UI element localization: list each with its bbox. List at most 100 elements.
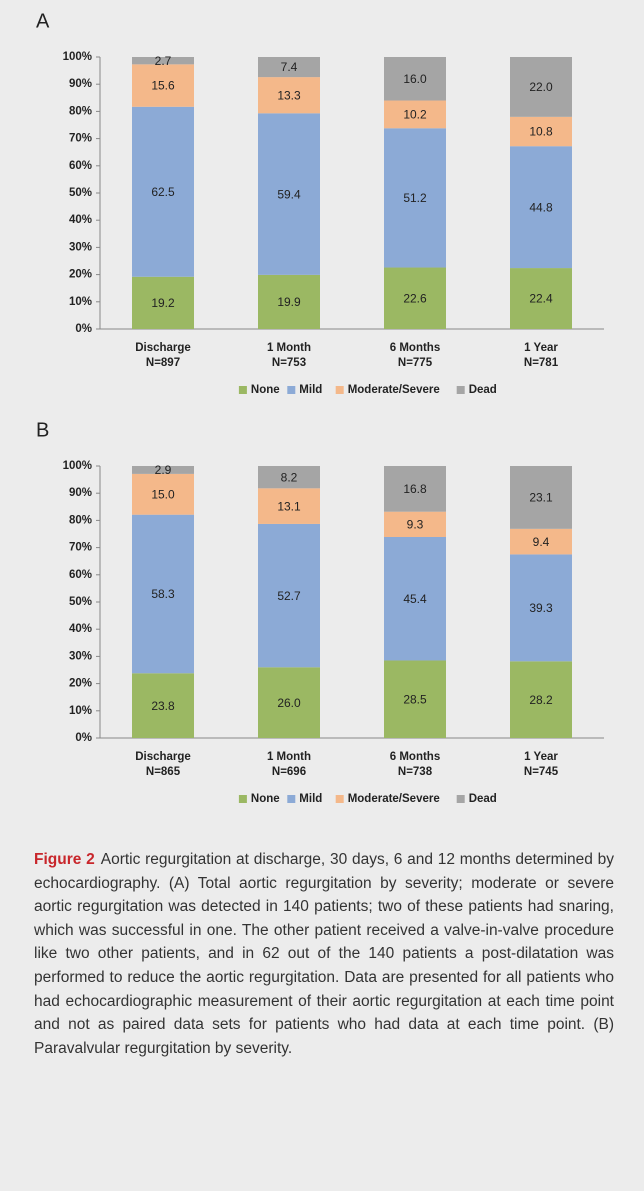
x-tick-label: N=775 [398, 357, 433, 369]
bar-segment [384, 466, 446, 512]
data-label: 13.1 [277, 499, 301, 513]
data-label: 26.0 [277, 696, 301, 710]
data-label: 16.8 [403, 482, 427, 496]
caption-text: Aortic regurgitation at discharge, 30 da… [34, 851, 614, 1057]
data-label: 8.2 [281, 470, 298, 484]
bar-segment [258, 274, 320, 329]
data-label: 52.7 [277, 589, 301, 603]
data-label: 58.3 [151, 587, 175, 601]
data-label: 16.0 [403, 72, 427, 86]
x-tick-label: 1 Month [267, 342, 311, 354]
y-tick-label: 90% [69, 78, 92, 90]
data-label: 2.7 [155, 54, 172, 68]
data-label: 23.1 [529, 491, 553, 505]
y-tick-label: 100% [63, 460, 92, 472]
data-label: 2.9 [155, 463, 172, 477]
bar-segment [258, 113, 320, 275]
data-label: 15.6 [151, 79, 175, 93]
bar-segment [384, 100, 446, 129]
legend-swatch [238, 795, 247, 803]
x-tick-label: 1 Month [267, 751, 311, 763]
data-label: 9.4 [533, 535, 550, 549]
bar-segment [258, 523, 320, 668]
bar-segment [510, 528, 572, 555]
bar-segment [384, 536, 446, 661]
legend-swatch [238, 386, 247, 394]
y-tick-label: 0% [75, 323, 92, 335]
data-label: 22.6 [403, 291, 427, 305]
y-tick-label: 20% [69, 678, 92, 690]
y-tick-label: 100% [63, 51, 92, 63]
y-tick-label: 30% [69, 650, 92, 662]
legend-swatch [287, 795, 296, 803]
x-tick-label: N=781 [524, 357, 559, 369]
data-label: 51.2 [403, 191, 427, 205]
bar-segment [510, 57, 572, 117]
y-tick-label: 90% [69, 487, 92, 499]
bar-segment [510, 268, 572, 329]
legend-label: None [251, 793, 280, 805]
data-label: 28.2 [529, 693, 553, 707]
y-tick-label: 40% [69, 214, 92, 226]
y-tick-label: 60% [69, 160, 92, 172]
bar-segment [384, 511, 446, 537]
legend-label: Moderate/Severe [348, 384, 440, 396]
y-tick-label: 70% [69, 133, 92, 145]
bar-segment [132, 57, 194, 65]
bar-segment [258, 667, 320, 738]
y-tick-label: 10% [69, 296, 92, 308]
y-tick-label: 80% [69, 514, 92, 526]
caption: Figure 2 Aortic regurgitation at discharg… [34, 848, 614, 1060]
bar-segment [384, 57, 446, 101]
bar-segment [258, 77, 320, 114]
bar-segment [132, 276, 194, 329]
data-label: 45.4 [403, 592, 427, 606]
x-tick-label: N=753 [272, 357, 306, 369]
legend-swatch [335, 795, 344, 803]
legend-label: Dead [469, 793, 497, 805]
bar-segment [384, 660, 446, 738]
bar-segment [258, 57, 320, 78]
x-tick-label: Discharge [135, 751, 191, 763]
legend-swatch [456, 795, 465, 803]
y-tick-label: 10% [69, 705, 92, 717]
figure-label: Figure 2 [34, 851, 95, 868]
bar-segment [132, 514, 194, 674]
legend-label: Mild [299, 384, 322, 396]
y-tick-label: 20% [69, 269, 92, 281]
panel-label: B [36, 419, 49, 441]
x-tick-label: N=738 [398, 766, 433, 778]
bar-segment [258, 466, 320, 489]
bar-segment [510, 554, 572, 662]
x-tick-label: N=897 [146, 357, 180, 369]
legend-label: Dead [469, 384, 497, 396]
bar-segment [132, 64, 194, 107]
x-tick-label: 1 Year [524, 342, 558, 354]
x-tick-label: 6 Months [390, 342, 440, 354]
data-label: 22.4 [529, 292, 553, 306]
x-tick-label: N=696 [272, 766, 306, 778]
data-label: 10.8 [529, 125, 553, 139]
data-label: 13.3 [277, 88, 301, 102]
legend-swatch [287, 386, 296, 394]
data-label: 44.8 [529, 200, 553, 214]
legend-swatch [456, 386, 465, 394]
data-label: 62.5 [151, 185, 175, 199]
y-tick-label: 30% [69, 241, 92, 253]
data-label: 15.0 [151, 487, 175, 501]
bar-segment [510, 466, 572, 529]
bar-segment [510, 146, 572, 269]
bar-segment [510, 116, 572, 147]
legend-label: Mild [299, 793, 322, 805]
data-label: 19.9 [277, 295, 301, 309]
data-label: 7.4 [281, 60, 298, 74]
data-label: 23.8 [151, 699, 175, 713]
bar-segment [510, 661, 572, 738]
y-tick-label: 70% [69, 542, 92, 554]
y-tick-label: 50% [69, 187, 92, 199]
x-tick-label: N=865 [146, 766, 181, 778]
y-tick-label: 80% [69, 105, 92, 117]
bar-segment [384, 128, 446, 268]
panel-label: A [36, 10, 50, 32]
